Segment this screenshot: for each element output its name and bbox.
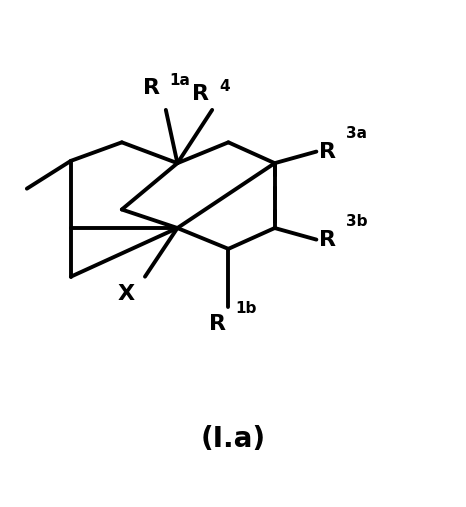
Text: R: R xyxy=(209,314,226,334)
Text: R: R xyxy=(143,78,160,98)
Text: 1b: 1b xyxy=(236,301,257,316)
Text: R: R xyxy=(192,84,209,104)
Text: X: X xyxy=(118,283,135,304)
Text: 3a: 3a xyxy=(346,126,367,141)
Text: (I.a): (I.a) xyxy=(200,425,266,453)
Text: 4: 4 xyxy=(219,79,230,94)
Text: 3b: 3b xyxy=(346,214,367,229)
Text: R: R xyxy=(319,141,336,162)
Text: 1a: 1a xyxy=(170,73,191,88)
Text: R: R xyxy=(319,230,336,249)
